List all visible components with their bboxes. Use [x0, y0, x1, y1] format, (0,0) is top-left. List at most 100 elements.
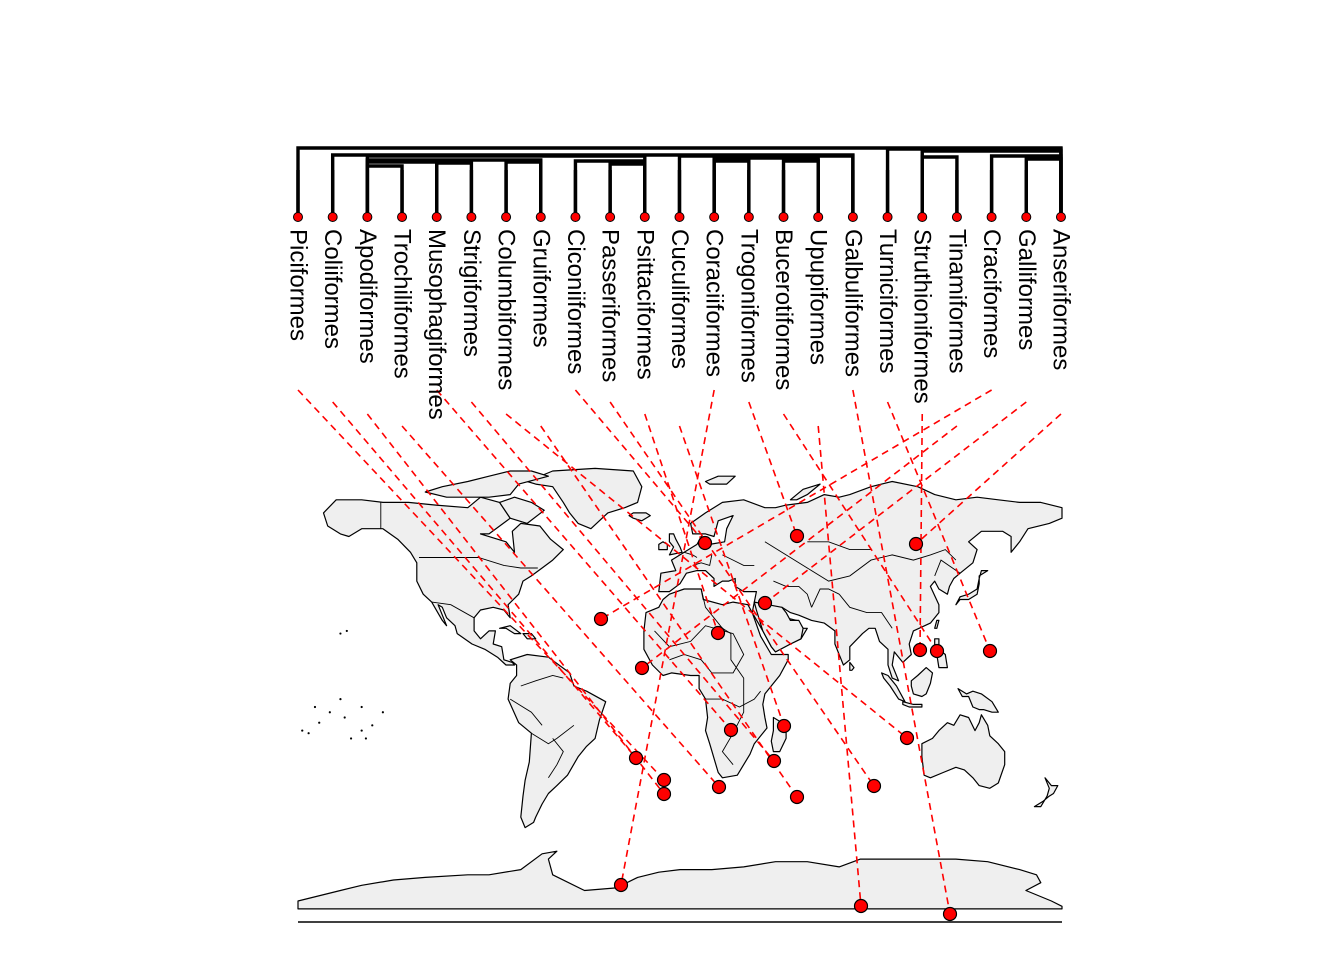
link-upupiformes [817, 425, 862, 907]
tree-branch [330, 153, 855, 217]
link-apodiformes [366, 413, 665, 795]
island-dot [371, 724, 374, 727]
tip-label-turniciformes: Turniciformes [874, 229, 901, 373]
tip-dot-psittaciformes [639, 212, 650, 222]
tip-dot-columbiformes [501, 212, 512, 222]
island-dot [349, 737, 353, 740]
country-border [419, 557, 538, 569]
location-marker [656, 786, 672, 802]
country-border [548, 738, 564, 779]
tip-dot-musophagiformes [431, 212, 442, 222]
world-map [297, 467, 1063, 923]
landmass-arctic-islands-a [424, 470, 549, 498]
link-gruiformes [540, 425, 798, 798]
landmass-greenland [526, 467, 643, 530]
tip-label-trogoniformes: Trogoniformes [735, 229, 762, 383]
location-marker [697, 535, 713, 551]
location-marker [723, 722, 739, 738]
link-strigiformes [470, 401, 775, 762]
country-border [705, 690, 761, 708]
link-tinamiformes [641, 425, 958, 669]
country-border [807, 541, 871, 551]
island-dot [328, 711, 331, 714]
location-marker [899, 730, 915, 746]
tip-label-trochiliformes: Trochiliformes [389, 229, 416, 379]
tip-label-upupiformes: Upupiformes [805, 229, 832, 365]
location-marker [789, 528, 805, 544]
location-marker [908, 536, 924, 552]
tip-label-struthioniformes: Struthioniformes [909, 229, 936, 404]
tip-dot-coliiformes [327, 212, 338, 222]
landmass-uk [668, 533, 683, 556]
location-marker [853, 898, 869, 914]
tip-label-tinamiformes: Tinamiformes [943, 229, 970, 373]
tip-label-galliformes: Galliformes [1013, 229, 1040, 350]
country-border [520, 675, 564, 687]
link-anseriformes [915, 413, 1062, 545]
tip-dot-trogoniformes [743, 212, 754, 222]
tip-dot-tinamiformes [951, 212, 962, 222]
location-marker [866, 778, 882, 794]
tip-dot-cuculiformes [674, 212, 685, 222]
tip-dot-galliformes [1021, 212, 1032, 222]
location-marker [789, 789, 805, 805]
island-dot [364, 737, 368, 740]
tip-dot-strigiformes [466, 212, 477, 222]
tree-branch [504, 160, 543, 217]
tip-dot-anseriformes [1055, 212, 1066, 222]
location-marker [942, 906, 958, 922]
country-border [722, 554, 755, 566]
link-passeriformes [609, 401, 875, 787]
tip-dot-craciformes [986, 212, 997, 222]
island-dot [360, 705, 363, 709]
landmass-australia [921, 714, 1006, 789]
country-border [811, 588, 840, 608]
island-dot [360, 729, 363, 732]
island-dot [318, 721, 321, 724]
location-marker [710, 625, 726, 641]
landmass-borneo [910, 667, 934, 698]
tip-label-anseriformes: Anseriformes [1047, 229, 1074, 370]
tip-label-piciformes: Piciformes [285, 229, 312, 341]
landmass-new-guinea [957, 688, 999, 713]
landmass-arabia [753, 601, 804, 653]
country-border [431, 601, 475, 619]
landmass-arctic-islands-b [499, 496, 545, 524]
tip-dot-turniciformes [882, 212, 893, 222]
country-border [773, 580, 813, 608]
link-ciconiiformes [574, 389, 706, 544]
landmass-north-america [322, 496, 564, 666]
tip-label-strigiformes: Strigiformes [458, 229, 485, 357]
landmass-novaya-zemlya [789, 483, 821, 501]
tree-branch [365, 158, 543, 217]
link-craciformes [600, 389, 993, 620]
tip-dot-trochiliformes [397, 212, 408, 222]
tree-branch [1024, 157, 1063, 217]
tip-dot-bucerotiformes [778, 212, 789, 222]
landmass-cuba [499, 625, 522, 635]
tip-label-ciconiiformes: Ciconiiformes [562, 229, 589, 374]
landmass-japan [955, 570, 989, 606]
tree-tips: Piciformes Coliiformes Apodiformes Trochili… [285, 170, 1074, 420]
island-dot [343, 716, 346, 719]
link-trochiliformes [401, 425, 720, 788]
landmass-svalbard [704, 475, 736, 485]
link-musophagiformes [436, 389, 732, 731]
country-border [509, 698, 543, 726]
link-galbuliformes [852, 389, 951, 915]
tip-location-links [297, 389, 1062, 915]
island-dot [301, 729, 304, 732]
tip-label-cuculiformes: Cuculiformes [666, 229, 693, 369]
tip-label-apodiformes: Apodiformes [354, 229, 381, 364]
tip-dot-struthioniformes [917, 212, 928, 222]
landmass-taiwan [934, 619, 940, 629]
country-border [838, 593, 893, 629]
location-marker [656, 772, 672, 788]
country-border [934, 559, 961, 577]
tree-branch [435, 161, 474, 217]
tree-branch [608, 162, 647, 217]
landmass-iceland [628, 512, 651, 522]
location-marker [613, 877, 629, 893]
